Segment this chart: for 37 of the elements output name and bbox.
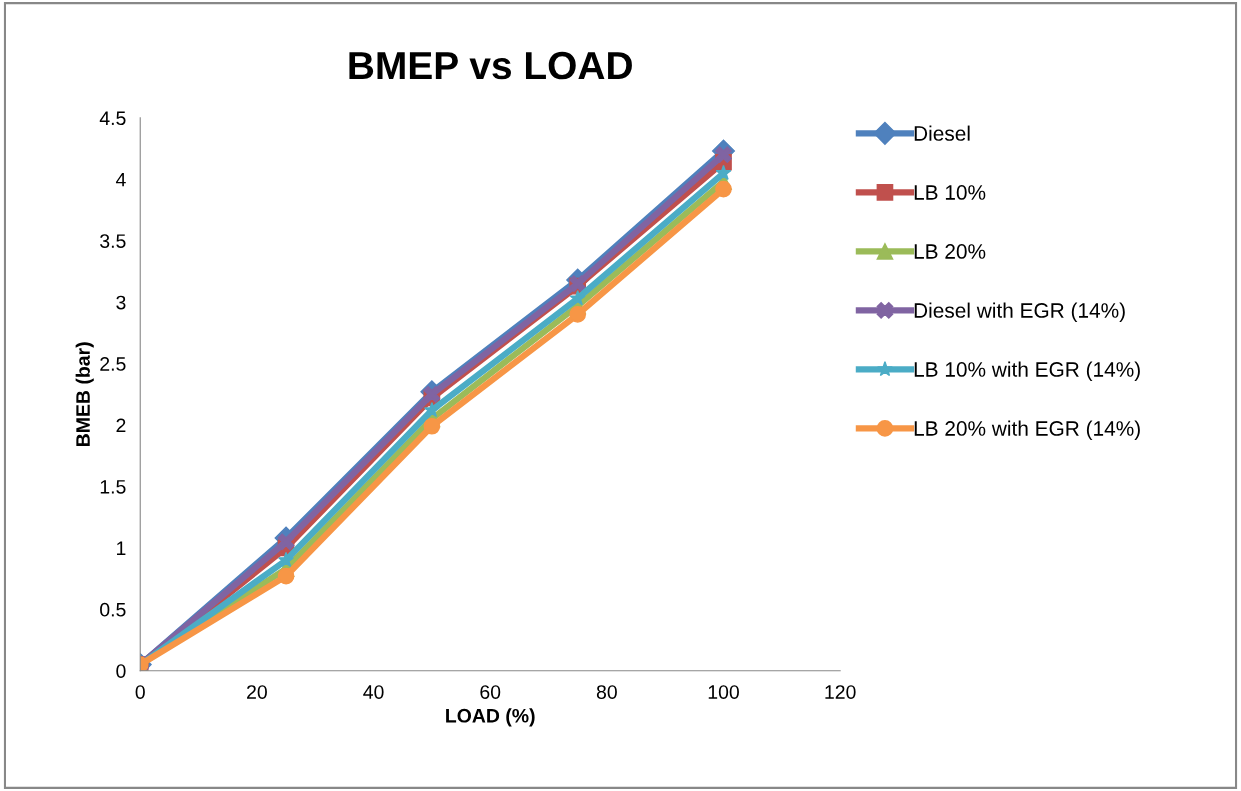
- point: [569, 290, 586, 306]
- legend-label: LB 10%: [914, 185, 986, 200]
- y-tick-label: 4: [115, 172, 126, 187]
- y-tick-label: 2: [116, 418, 126, 433]
- x-tick-label: 80: [596, 685, 617, 699]
- legend-label: LB 20% with EGR (14%): [914, 420, 1140, 440]
- point: [277, 567, 295, 585]
- y-axis-title: BMEB (bar): [75, 342, 94, 446]
- point: [423, 401, 440, 418]
- point: [715, 164, 732, 181]
- y-tick-label: 3.5: [100, 234, 126, 248]
- point: [277, 533, 295, 551]
- point: [278, 551, 295, 568]
- y-tick-label: 2.5: [100, 357, 126, 371]
- point: [423, 385, 441, 403]
- legend-label: LB 10% with EGR (14%): [914, 361, 1140, 381]
- x-tick-label: 20: [247, 685, 267, 699]
- point: [715, 180, 732, 198]
- x-tick-label: 60: [480, 685, 501, 699]
- point: [715, 146, 732, 164]
- y-tick-label: 3: [116, 295, 126, 310]
- y-tick-label: 0.5: [100, 602, 126, 617]
- y-tick-label: 4.5: [99, 111, 126, 126]
- chart-title: BMEP vs LOAD: [349, 51, 632, 80]
- y-tick-label: 1: [117, 541, 126, 555]
- legend-label: Diesel with EGR (14%): [914, 302, 1125, 322]
- x-axis-title: LOAD (%): [446, 708, 535, 727]
- x-tick-label: 40: [363, 685, 384, 699]
- legend-label: LB 20%: [914, 244, 986, 259]
- y-tick-label: 1.5: [100, 480, 126, 494]
- x-tick-label: 120: [825, 685, 856, 699]
- point: [569, 306, 587, 323]
- x-tick-label: 100: [708, 685, 739, 699]
- point: [423, 417, 441, 435]
- x-tick-label: 0: [135, 685, 145, 699]
- y-tick-label: 0: [116, 664, 126, 679]
- legend-label: Diesel: [914, 125, 970, 141]
